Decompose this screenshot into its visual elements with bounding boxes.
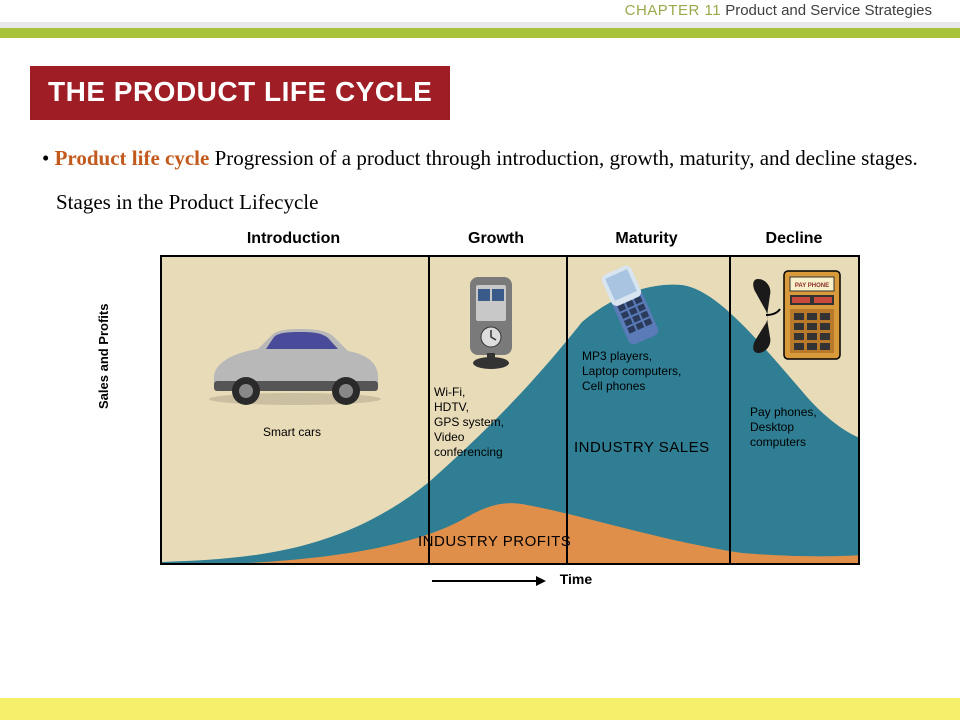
divider-1: [428, 257, 430, 563]
page-title: THE PRODUCT LIFE CYCLE: [30, 66, 450, 120]
band-thick: [0, 28, 960, 38]
stage-txt-growth: Wi-Fi,HDTV,GPS system,Videoconferencing: [434, 385, 554, 460]
payphone-icon: PAY PHONE: [750, 267, 844, 363]
bullet: •: [42, 146, 49, 170]
description: • Product life cycle Progression of a pr…: [42, 144, 920, 172]
chapter-title: Product and Service Strategies: [725, 2, 932, 19]
rest-text: Progression of a product through introdu…: [209, 146, 917, 170]
divider-3: [729, 257, 731, 563]
stage-hdr-growth: Growth: [427, 223, 565, 255]
profits-label: INDUSTRY PROFITS: [418, 533, 571, 550]
sales-label: INDUSTRY SALES: [574, 439, 710, 456]
lifecycle-chart: Sales and Profits Introduction Growth Ma…: [100, 223, 860, 609]
stage-txt-maturity: MP3 players,Laptop computers,Cell phones: [582, 349, 722, 394]
top-band: [0, 22, 960, 38]
stage-txt-intro: Smart cars: [192, 425, 392, 440]
stage-hdr-introduction: Introduction: [160, 223, 427, 255]
y-axis-label: Sales and Profits: [96, 304, 111, 409]
car-icon: [200, 325, 390, 407]
plot-area: Smart cars Wi-Fi,HDTV,GPS system,Videoco…: [160, 255, 860, 565]
gps-icon: [460, 275, 522, 371]
x-axis-label: Time: [560, 571, 592, 587]
stage-hdr-decline: Decline: [728, 223, 860, 255]
stage-headers: Introduction Growth Maturity Decline: [160, 223, 860, 255]
chart-subtitle: Stages in the Product Lifecycle: [56, 190, 960, 215]
divider-2: [566, 257, 568, 563]
term: Product life cycle: [55, 146, 210, 170]
chapter-header: CHAPTER 11 Product and Service Strategie…: [0, 0, 960, 22]
svg-text:PAY PHONE: PAY PHONE: [795, 283, 829, 289]
time-arrow-icon: [428, 574, 548, 588]
x-axis: Time: [160, 571, 860, 601]
stage-hdr-maturity: Maturity: [565, 223, 728, 255]
cellphone-icon: [580, 263, 680, 347]
chapter-label: CHAPTER 11: [625, 2, 721, 19]
stage-txt-decline: Pay phones,Desktopcomputers: [750, 405, 860, 450]
footer-band: [0, 698, 960, 720]
